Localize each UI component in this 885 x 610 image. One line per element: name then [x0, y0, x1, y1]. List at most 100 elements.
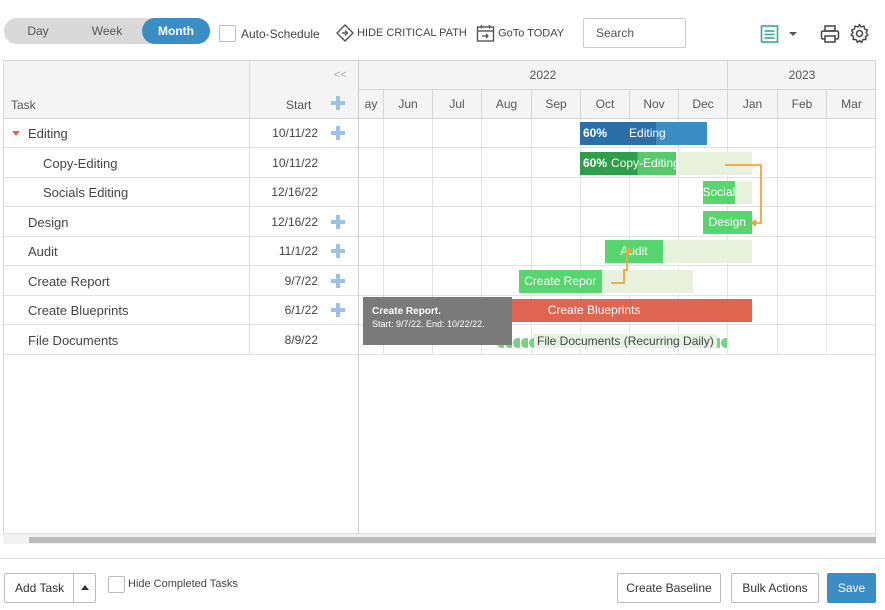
- timeline-header: 2022 2023: [359, 61, 875, 119]
- view-switcher: Day Week Month: [4, 18, 210, 44]
- month-label: Feb: [777, 90, 826, 119]
- month-label: Jun: [383, 90, 432, 119]
- scrollbar-thumb[interactable]: [29, 537, 876, 543]
- add-subtask-plus-icon[interactable]: [331, 214, 345, 229]
- auto-schedule-checkbox[interactable]: [219, 25, 236, 42]
- auto-schedule-label: Auto-Schedule: [241, 27, 320, 41]
- task-row[interactable]: Design 12/16/22: [4, 208, 358, 237]
- add-task-plus-icon[interactable]: [331, 96, 345, 110]
- critical-path-icon: [336, 24, 354, 42]
- toolbar: Day Week Month Auto-Schedule HIDE CRITIC…: [0, 0, 885, 60]
- task-row[interactable]: Create Report 9/7/22: [4, 267, 358, 296]
- hide-completed-label: Hide Completed Tasks: [128, 578, 238, 590]
- hide-completed-checkbox[interactable]: [108, 576, 125, 593]
- task-name[interactable]: Audit: [28, 244, 58, 259]
- task-name[interactable]: Editing: [28, 126, 68, 141]
- task-start-date: 12/16/22: [271, 214, 318, 229]
- task-name[interactable]: Design: [28, 214, 69, 230]
- view-month-button[interactable]: Month: [142, 18, 210, 44]
- month-label: Jul: [432, 90, 481, 119]
- add-task-label: Add Task: [15, 581, 65, 595]
- start-column-header: Start: [286, 98, 312, 112]
- task-row[interactable]: Copy-Editing 10/11/22: [4, 149, 358, 178]
- task-bar-label: Create Blueprints: [547, 303, 641, 317]
- task-row[interactable]: Create Blueprints 6/1/22: [4, 296, 358, 325]
- task-name[interactable]: Copy-Editing: [43, 155, 118, 171]
- task-bar-label: Editing: [629, 126, 666, 140]
- add-task-menu-toggle[interactable]: [73, 574, 95, 602]
- settings-gear-icon[interactable]: [849, 23, 870, 44]
- task-progress-label: 60%: [583, 155, 608, 170]
- task-row[interactable]: Editing 10/11/22: [4, 119, 358, 148]
- task-row[interactable]: Audit 11/1/22: [4, 237, 358, 266]
- task-start-date: 8/9/22: [284, 332, 318, 347]
- task-bar-label: Copy-Editing: [611, 155, 676, 170]
- timeline-chart: 2022 2023 ay Jun Jul Aug Sep Oct Nov Dec Jan Feb M…: [358, 61, 875, 533]
- task-bar-label: Design: [708, 214, 746, 229]
- view-day-button[interactable]: Day: [27, 24, 49, 38]
- column-view-dropdown[interactable]: [760, 24, 798, 47]
- add-subtask-plus-icon[interactable]: [331, 244, 345, 258]
- task-name[interactable]: Create Report: [28, 273, 110, 289]
- add-task-button[interactable]: Add Task: [4, 573, 96, 603]
- month-label: Nov: [629, 90, 678, 119]
- task-bar[interactable]: 60% Copy-Editing: [580, 151, 676, 175]
- task-tooltip: Create Report. Start: 9/7/22. End: 10/22…: [363, 297, 512, 345]
- search-input[interactable]: [583, 18, 686, 48]
- year-label: 2022: [359, 61, 727, 90]
- task-name[interactable]: Socials Editing: [43, 185, 129, 200]
- month-label: Jan: [727, 90, 777, 119]
- task-start-date: 10/11/22: [272, 155, 318, 170]
- caret-up-icon: [81, 585, 89, 590]
- task-name[interactable]: File Documents: [28, 332, 119, 348]
- task-start-date: 12/16/22: [271, 185, 318, 199]
- horizontal-scrollbar[interactable]: [3, 533, 876, 544]
- caret-down-icon: [788, 32, 797, 36]
- task-bar[interactable]: Create Repor: [518, 269, 603, 293]
- year-label: 2023: [727, 61, 875, 90]
- task-bar[interactable]: Design: [702, 210, 752, 234]
- task-bar-label: Social: [702, 185, 735, 199]
- task-bar[interactable]: 60% Editing: [580, 122, 708, 145]
- task-bar[interactable]: File Documents (Recurring Daily): [496, 331, 727, 350]
- task-bar-label: File Documents (Recurring Daily): [534, 333, 717, 348]
- expand-caret-icon[interactable]: [10, 119, 22, 148]
- grid-header: << Task Start: [4, 61, 358, 119]
- tooltip-title: Create Report.: [372, 306, 441, 317]
- task-bar-label: Create Repor: [524, 273, 597, 288]
- dependency-arrows: [611, 164, 762, 284]
- calendar-icon: [476, 25, 495, 42]
- hide-critical-path-label: HIDE CRITICAL PATH: [357, 27, 467, 39]
- task-start-date: 9/7/22: [284, 273, 318, 288]
- list-view-icon: [760, 25, 779, 43]
- month-label: Mar: [826, 90, 875, 119]
- add-subtask-plus-icon[interactable]: [331, 126, 345, 140]
- task-bar[interactable]: Social: [702, 181, 735, 204]
- print-icon[interactable]: [820, 24, 840, 44]
- task-start-date: 11/1/22: [278, 244, 318, 258]
- month-label: ay: [364, 97, 378, 111]
- task-column-header: Task: [11, 98, 36, 112]
- month-label: Sep: [531, 90, 580, 119]
- task-name[interactable]: Create Blueprints: [28, 303, 129, 318]
- goto-today-label: GoTo TODAY: [498, 27, 565, 40]
- add-subtask-plus-icon[interactable]: [331, 303, 345, 317]
- save-button[interactable]: Save: [827, 573, 876, 603]
- task-start-date: 6/1/22: [284, 303, 318, 317]
- gantt-panel: << Task Start Editing 10/11/22 Copy-Editin…: [3, 60, 876, 544]
- hide-critical-path-button[interactable]: HIDE CRITICAL PATH: [336, 24, 467, 42]
- task-start-date: 10/11/22: [272, 126, 318, 140]
- task-progress-label: 60%: [583, 126, 608, 140]
- month-label: Aug: [481, 90, 531, 119]
- task-row[interactable]: Socials Editing 12/16/22: [4, 178, 358, 207]
- month-label: Dec: [678, 90, 727, 119]
- collapse-grid-button[interactable]: <<: [334, 69, 347, 81]
- bulk-actions-button[interactable]: Bulk Actions: [731, 573, 819, 603]
- task-row[interactable]: File Documents 8/9/22: [4, 326, 358, 355]
- create-baseline-button[interactable]: Create Baseline: [617, 573, 721, 603]
- goto-today-button[interactable]: GoTo TODAY: [476, 24, 564, 43]
- add-subtask-plus-icon[interactable]: [331, 273, 345, 288]
- view-week-button[interactable]: Week: [91, 24, 123, 38]
- tooltip-detail: Start: 9/7/22. End: 10/22/22.: [372, 319, 485, 329]
- month-label: Oct: [580, 90, 629, 119]
